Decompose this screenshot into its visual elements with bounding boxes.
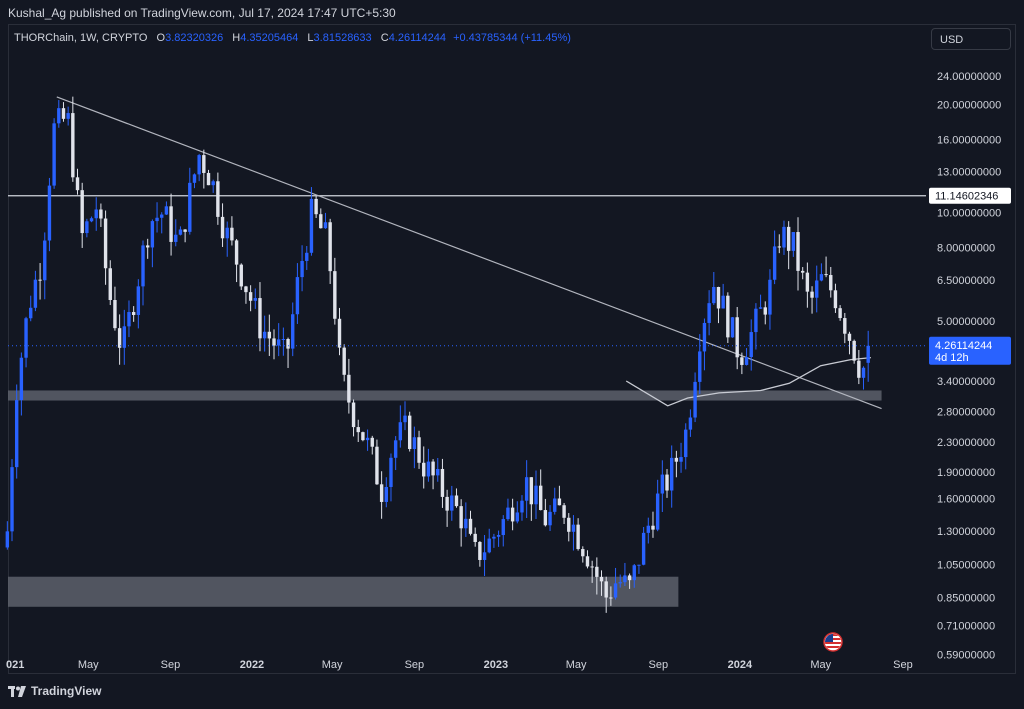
publisher-line: Kushal_Ag published on TradingView.com, …: [8, 6, 396, 20]
top-bar: [0, 0, 1024, 24]
open-label: O: [156, 32, 166, 44]
low-label: L: [307, 32, 314, 44]
close-value: 4.26114244: [388, 32, 446, 44]
symbol-title[interactable]: THORChain, 1W, CRYPTO: [14, 32, 148, 44]
change-value: +0.43785344 (+11.45%): [453, 32, 571, 44]
high-label: H: [232, 32, 241, 44]
tradingview-brand[interactable]: TradingView: [8, 684, 101, 698]
currency-selector[interactable]: USD: [931, 28, 1011, 50]
footer-bar: [0, 676, 1024, 709]
us-flag-icon[interactable]: [823, 632, 843, 652]
tradingview-logo-icon: [8, 685, 26, 697]
low-value: 3.81528633: [313, 32, 372, 44]
close-label: C: [380, 32, 389, 44]
brand-label: TradingView: [31, 684, 102, 698]
symbol-legend: THORChain, 1W, CRYPTO O3.82320326 H4.352…: [14, 32, 571, 44]
high-value: 4.35205464: [240, 32, 299, 44]
chart-frame[interactable]: [8, 24, 1016, 674]
open-value: 3.82320326: [165, 32, 224, 44]
